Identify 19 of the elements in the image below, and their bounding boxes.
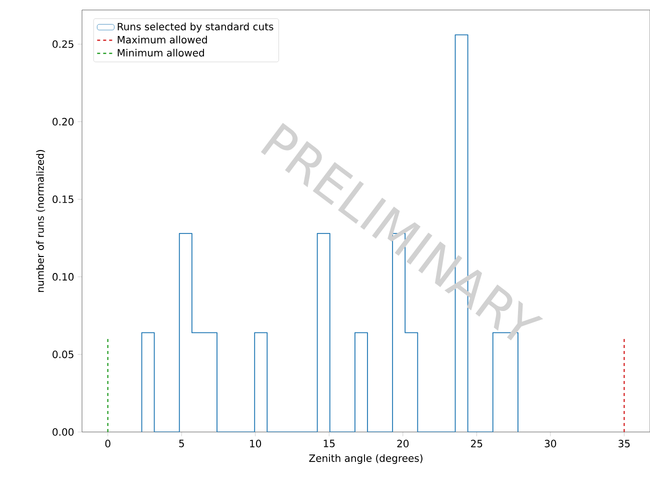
y-tick-label: 0.10 [52, 273, 74, 281]
x-tick-label: 5 [179, 440, 184, 448]
y-tick-label: 0.25 [52, 40, 74, 48]
x-tick-label: 30 [544, 440, 556, 448]
y-tick-label: 0.15 [52, 195, 74, 204]
x-tick-label: 35 [618, 440, 630, 448]
legend-label: Runs selected by standard cuts [118, 22, 274, 32]
x-tick-label: 10 [250, 440, 262, 448]
x-tick-label: 0 [105, 440, 110, 448]
y-tick-label: 0.00 [52, 428, 74, 436]
y-tick-label: 0.20 [52, 118, 74, 126]
x-tick-label: 20 [397, 440, 409, 448]
legend-label: Maximum allowed [118, 36, 207, 44]
x-tick-label: 25 [471, 440, 482, 448]
y-axis-title: number of runs (normalized) [36, 150, 46, 292]
x-tick-label: 15 [324, 440, 335, 448]
legend-label: Minimum allowed [118, 48, 204, 57]
y-tick-label: 0.05 [52, 350, 74, 358]
x-axis-title: Zenith angle (degrees) [309, 454, 422, 464]
